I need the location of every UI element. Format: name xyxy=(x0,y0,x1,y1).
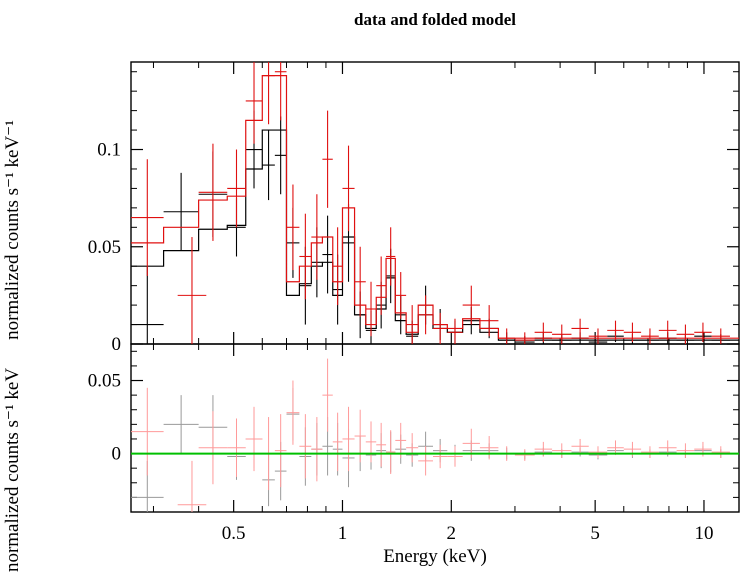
data-point xyxy=(676,324,695,344)
residual-point xyxy=(711,446,730,458)
model-step-line xyxy=(131,75,739,339)
x-axis-label: Energy (keV) xyxy=(383,546,487,567)
residual-point xyxy=(177,460,207,512)
x-tick-label: 0.5 xyxy=(222,523,246,544)
data-point xyxy=(322,110,333,208)
residual-point xyxy=(641,446,659,458)
residual-point xyxy=(395,422,407,458)
residual-point xyxy=(299,414,312,479)
residual-point xyxy=(311,417,323,482)
residual-point xyxy=(571,438,589,454)
y-axis-label-bottom: normalized counts s⁻¹ keV xyxy=(2,368,23,572)
data-point xyxy=(433,312,448,344)
y-tick-label: 0 xyxy=(112,444,122,465)
model-step-line xyxy=(131,129,739,341)
data-point xyxy=(607,320,624,341)
y-tick-label: 0.05 xyxy=(88,237,121,258)
data-point xyxy=(462,285,480,325)
data-point xyxy=(198,143,228,241)
data-point xyxy=(163,172,199,251)
residual-point xyxy=(163,395,199,454)
residual-point xyxy=(286,380,300,445)
residual-point xyxy=(433,444,448,469)
residual-point xyxy=(332,412,343,472)
y-tick-label: 0 xyxy=(112,334,122,355)
data-point xyxy=(286,184,300,271)
data-point xyxy=(498,328,515,344)
residual-point xyxy=(342,406,355,472)
bottom-panel-plot xyxy=(131,358,739,512)
residual-point xyxy=(406,433,419,463)
top-panel-frame xyxy=(130,61,740,345)
data-point xyxy=(245,62,263,144)
data-point xyxy=(376,256,387,315)
data-point xyxy=(262,130,275,201)
residual-point xyxy=(588,446,608,458)
bottom-panel-ticks: 0 0.05 0.5 1 2 5 10 xyxy=(88,344,739,544)
data-point xyxy=(274,62,287,121)
residual-point xyxy=(676,443,695,458)
data-point xyxy=(177,237,207,344)
data-point xyxy=(131,159,164,276)
residual-point xyxy=(322,358,333,432)
data-point xyxy=(418,295,434,335)
residual-point xyxy=(365,421,377,463)
residual-point xyxy=(386,430,396,475)
data-point xyxy=(571,318,589,339)
data-point xyxy=(332,227,343,306)
y-tick-label: 0.05 xyxy=(88,371,121,392)
chart-title: data and folded model xyxy=(354,10,516,29)
data-point xyxy=(322,215,333,294)
residual-point xyxy=(376,422,387,467)
data-point xyxy=(552,324,572,344)
data-point xyxy=(534,322,553,343)
data-point xyxy=(274,116,287,195)
data-point xyxy=(447,318,463,344)
residual-point xyxy=(274,414,287,488)
top-panel-ticks: 0 0.05 0.1 xyxy=(88,62,739,355)
data-point xyxy=(395,272,407,319)
y-axis-label-top: normalized counts s⁻¹ keV⁻¹ xyxy=(2,120,23,340)
residual-point xyxy=(245,406,263,472)
data-point xyxy=(641,328,659,344)
residual-point xyxy=(479,436,499,460)
data-point xyxy=(514,332,535,344)
data-point xyxy=(227,149,246,228)
data-point xyxy=(479,305,499,337)
residual-point xyxy=(131,387,164,476)
residual-point xyxy=(227,418,246,477)
x-tick-label: 1 xyxy=(338,523,348,544)
data-point xyxy=(658,320,677,341)
data-point xyxy=(711,328,730,344)
x-tick-label: 10 xyxy=(694,523,713,544)
data-point xyxy=(588,328,608,344)
top-panel-plot xyxy=(131,62,739,344)
y-tick-label: 0.1 xyxy=(97,140,121,161)
bottom-panel-frame xyxy=(130,343,740,513)
residual-point xyxy=(447,446,463,467)
residual-point xyxy=(418,446,434,476)
data-point xyxy=(386,227,396,286)
data-point xyxy=(342,145,355,232)
residual-point xyxy=(514,449,535,461)
data-point xyxy=(262,62,275,125)
data-point xyxy=(311,194,323,280)
data-point xyxy=(694,322,712,343)
x-tick-label: 5 xyxy=(590,523,600,544)
residual-point xyxy=(198,411,228,485)
x-tick-label: 2 xyxy=(447,523,457,544)
data-point xyxy=(623,322,642,343)
data-point xyxy=(131,266,164,344)
residual-point xyxy=(552,443,572,458)
data-point xyxy=(365,281,377,337)
data-point xyxy=(406,305,419,344)
data-point xyxy=(299,213,312,300)
data-point xyxy=(354,246,366,317)
